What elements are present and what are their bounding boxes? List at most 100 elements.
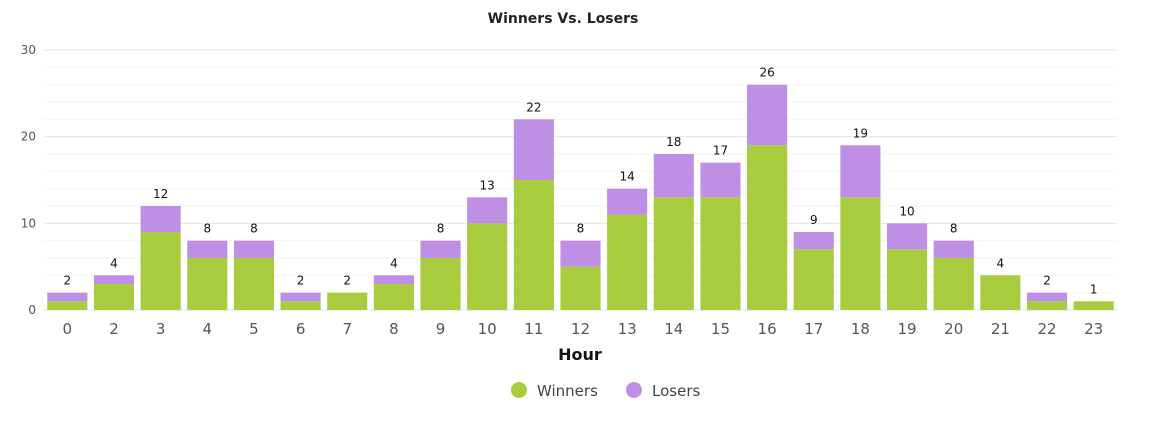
bar-winners-9: [420, 258, 461, 310]
legend-label: Losers: [652, 382, 700, 400]
data-label-total: 2: [297, 274, 305, 288]
bar-losers-6: [280, 292, 321, 302]
data-label-total: 2: [64, 274, 72, 288]
x-tick-label: 21: [991, 320, 1010, 338]
legend-swatch: [511, 382, 527, 398]
x-axis: 0 2 3 4 5 6 7 8 9 10 11 12 13 14 15 16 17 18 19 20 21 22 23: [63, 320, 1104, 338]
x-tick-label: 22: [1037, 320, 1056, 338]
data-label-total: 13: [480, 178, 495, 192]
bar-losers-3: [140, 206, 181, 232]
data-label-total: 9: [810, 213, 818, 227]
x-tick-label: 7: [342, 320, 352, 338]
data-label-total: 19: [853, 126, 868, 140]
data-label-total: 4: [110, 256, 118, 270]
bar-losers-18: [840, 145, 881, 198]
data-label-total: 8: [203, 222, 211, 236]
data-label-total: 17: [713, 144, 728, 158]
x-tick-label: 12: [571, 320, 590, 338]
x-tick-label: 9: [436, 320, 446, 338]
bar-losers-11: [513, 119, 554, 180]
bar-winners-20: [933, 258, 974, 310]
x-tick-label: 6: [296, 320, 306, 338]
bar-winners-3: [140, 232, 181, 310]
bar-losers-10: [467, 197, 508, 224]
bar-winners-13: [607, 214, 648, 310]
bar-winners-0: [47, 301, 88, 310]
data-label-total: 10: [899, 204, 914, 218]
bar-losers-15: [700, 162, 741, 198]
bar-losers-0: [47, 292, 88, 302]
data-label-total: 12: [153, 187, 168, 201]
x-tick-label: 0: [63, 320, 73, 338]
bar-losers-13: [607, 188, 648, 215]
x-tick-label: 17: [804, 320, 823, 338]
bar-winners-14: [653, 197, 694, 310]
x-axis-title: Hour: [558, 345, 602, 364]
bar-winners-18: [840, 197, 881, 310]
data-label-total: 26: [759, 66, 774, 80]
bar-losers-2: [93, 275, 135, 284]
bar-winners-12: [560, 266, 601, 310]
data-label-total: 8: [950, 222, 958, 236]
bar-winners-2: [93, 284, 135, 310]
data-label-total: 4: [997, 256, 1005, 270]
bar-losers-8: [373, 275, 414, 284]
bar-losers-4: [187, 240, 228, 258]
bar-winners-22: [1026, 301, 1068, 310]
bar-winners-5: [233, 258, 274, 310]
legend-label: Winners: [537, 382, 598, 400]
data-label-total: 2: [343, 274, 351, 288]
x-tick-label: 14: [664, 320, 683, 338]
y-tick-label: 30: [21, 43, 36, 57]
data-label-total: 8: [577, 222, 585, 236]
bar-winners-11: [513, 180, 554, 310]
data-label-total: 18: [666, 135, 681, 149]
data-label-total: 14: [620, 170, 635, 184]
x-tick-label: 3: [156, 320, 166, 338]
bar-losers-5: [233, 240, 274, 258]
legend: Winners Losers: [511, 382, 700, 400]
bar-winners-4: [187, 258, 228, 310]
y-tick-label: 10: [21, 216, 36, 230]
bar-losers-22: [1026, 292, 1068, 302]
bar-winners-15: [700, 197, 741, 310]
data-label-total: 2: [1043, 274, 1051, 288]
data-label-total: 4: [390, 256, 398, 270]
data-label-total: 22: [526, 100, 541, 114]
data-label-total: 8: [250, 222, 258, 236]
bar-losers-20: [933, 240, 974, 258]
chart-title: Winners Vs. Losers: [488, 11, 639, 27]
x-tick-label: 23: [1084, 320, 1103, 338]
x-tick-label: 11: [524, 320, 543, 338]
y-tick-label: 20: [21, 130, 36, 144]
x-tick-label: 5: [249, 320, 259, 338]
bar-winners-6: [280, 301, 321, 310]
legend-item-winners[interactable]: Winners: [511, 382, 598, 400]
bar-losers-14: [653, 154, 694, 198]
data-label-total: 8: [437, 222, 445, 236]
x-tick-label: 15: [711, 320, 730, 338]
x-tick-label: 13: [618, 320, 637, 338]
bar-winners-8: [373, 284, 414, 310]
bar-winners-17: [793, 249, 834, 310]
bar-winners-23: [1073, 301, 1114, 310]
x-tick-label: 4: [203, 320, 213, 338]
x-tick-label: 19: [898, 320, 917, 338]
bar-winners-7: [327, 292, 368, 310]
bar-losers-17: [793, 232, 834, 250]
x-tick-label: 18: [851, 320, 870, 338]
bar-losers-9: [420, 240, 461, 258]
bar-losers-12: [560, 240, 601, 267]
data-label-total: 1: [1090, 282, 1098, 296]
y-axis: 0 10 20 30: [21, 43, 36, 317]
x-tick-label: 16: [758, 320, 777, 338]
bar-losers-19: [887, 223, 928, 250]
bar-winners-19: [887, 249, 928, 310]
legend-item-losers[interactable]: Losers: [626, 382, 700, 400]
x-tick-label: 2: [109, 320, 119, 338]
bars: [47, 84, 1114, 310]
legend-swatch: [626, 382, 642, 398]
